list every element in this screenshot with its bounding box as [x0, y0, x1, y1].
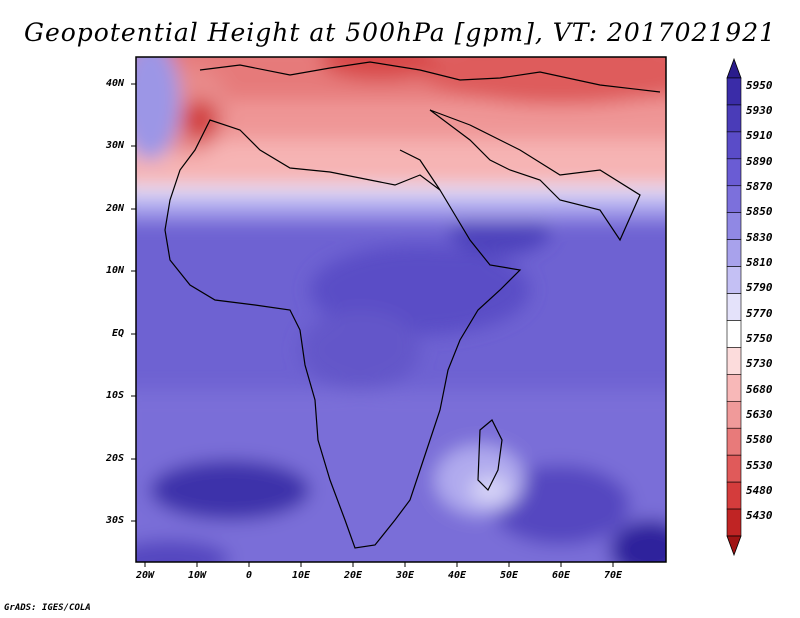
colorbar-cell [726, 266, 742, 294]
coastlines [164, 61, 661, 549]
colorbar-label: 5680 [746, 383, 773, 396]
height-field [136, 57, 666, 562]
colorbar-label: 5850 [746, 205, 773, 218]
lon-label-20w: 20W [136, 570, 155, 581]
colorbar-label: 5890 [746, 155, 773, 168]
lon-label-50e: 50E [500, 570, 519, 581]
lat-label-30n: 30N [106, 140, 125, 151]
colorbar-cell [726, 239, 742, 267]
colorbar-cell [726, 347, 742, 375]
lat-label-40n: 40N [106, 78, 125, 89]
colorbar-cell [726, 212, 742, 240]
colorbar-cell [726, 104, 742, 133]
colorbar-label: 5770 [746, 307, 773, 320]
colorbar-cell [726, 320, 742, 348]
colorbar-cell [726, 158, 742, 187]
colorbar-cell [726, 293, 742, 321]
lat-label-20n: 20N [106, 203, 125, 214]
map-title: Geopotential Height at 500hPa [gpm], VT:… [23, 18, 777, 47]
colorbar-cell [726, 454, 742, 483]
lon-label-60e: 60E [552, 570, 571, 581]
lat-label-eq: EQ [112, 328, 125, 339]
lon-label-40e: 40E [448, 570, 467, 581]
colorbar-cell [726, 427, 742, 456]
colorbar-cell [726, 374, 742, 402]
colorbar-label: 5630 [746, 408, 773, 421]
colorbar-label: 5750 [746, 332, 773, 345]
colorbar-top-arrow [726, 57, 742, 79]
colorbar-cell [726, 77, 742, 106]
colorbar-label: 5930 [746, 104, 773, 117]
axis-ticks [131, 83, 614, 567]
lat-label-20s: 20S [106, 453, 125, 464]
colorbar-cell [726, 400, 742, 429]
lon-label-70e: 70E [604, 570, 623, 581]
colorbar-label: 5790 [746, 281, 773, 294]
colorbar-cell [726, 508, 742, 537]
colorbar-label: 5480 [746, 484, 773, 497]
lon-label-10e: 10E [292, 570, 311, 581]
lat-label-30s: 30S [106, 515, 125, 526]
grads-credit: GrADS: IGES/COLA [4, 603, 91, 613]
colorbar-bottom-arrow [726, 535, 742, 557]
colorbar-label: 5530 [746, 459, 773, 472]
colorbar-label: 5580 [746, 433, 773, 446]
colorbar-cells [726, 77, 742, 537]
lon-label-10w: 10W [188, 570, 207, 581]
lon-label-20e: 20E [344, 570, 363, 581]
colorbar-label: 5730 [746, 357, 773, 370]
colorbar [726, 57, 742, 557]
colorbar-label: 5910 [746, 129, 773, 142]
lat-label-10n: 10N [106, 265, 125, 276]
colorbar-label: 5830 [746, 231, 773, 244]
colorbar-cell [726, 481, 742, 510]
colorbar-label: 5810 [746, 256, 773, 269]
plot-frame [135, 56, 667, 563]
colorbar-cell [726, 185, 742, 214]
colorbar-label: 5870 [746, 180, 773, 193]
lon-label-30e: 30E [396, 570, 415, 581]
lon-label-0: 0 [246, 570, 253, 581]
colorbar-label: 5430 [746, 509, 773, 522]
colorbar-cell [726, 131, 742, 160]
lat-label-10s: 10S [106, 390, 125, 401]
colorbar-label: 5950 [746, 79, 773, 92]
